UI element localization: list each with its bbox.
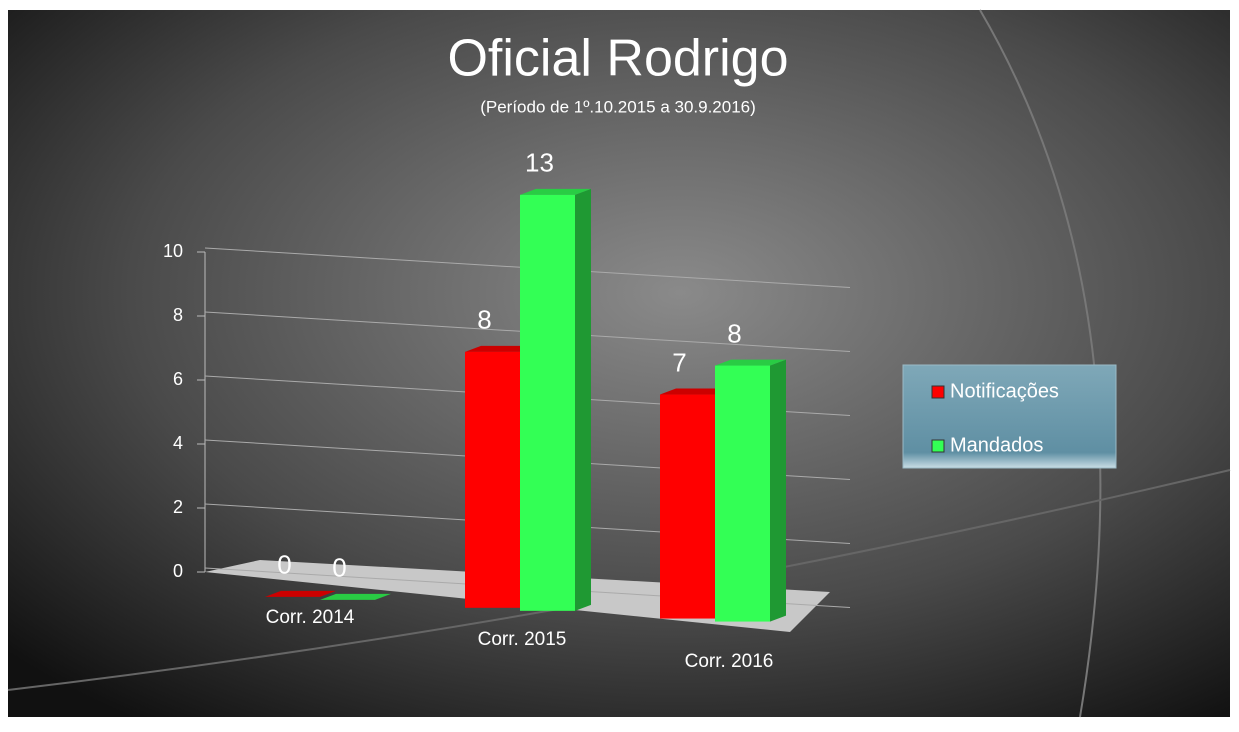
chart-subtitle: (Período de 1º.10.2015 a 30.9.2016) [480,97,756,116]
legend-label: Mandados [950,434,1043,456]
bar-top [660,388,731,395]
y-tick-label: 6 [173,369,183,389]
x-tick-label: Corr. 2015 [478,629,567,650]
y-tick-label: 4 [173,433,183,453]
bar-top [320,593,391,600]
bar [715,365,770,622]
x-tick-label: Corr. 2014 [266,607,355,628]
bar-top [465,345,536,352]
value-label: 8 [727,318,741,348]
y-tick-label: 2 [173,497,183,517]
legend-swatch [931,385,945,399]
chart-title: Oficial Rodrigo [447,30,788,88]
value-label: 0 [332,553,346,583]
bar-side [770,359,786,622]
bar [465,351,520,608]
bar-top [265,590,336,597]
decor-arc [979,9,1102,718]
bar [660,394,715,619]
value-label: 8 [477,305,491,335]
bar-side [575,188,591,611]
value-label: 13 [525,148,554,178]
value-label: 0 [277,550,291,580]
y-tick-label: 10 [163,241,183,261]
legend-label: Notificações [950,380,1059,402]
value-label: 7 [672,347,686,377]
y-tick-label: 0 [173,561,183,581]
bar-top [715,359,786,366]
bar-top [520,188,591,195]
bar [520,194,575,611]
x-tick-label: Corr. 2016 [685,651,774,672]
y-tick-label: 8 [173,305,183,325]
legend-swatch [931,439,945,453]
